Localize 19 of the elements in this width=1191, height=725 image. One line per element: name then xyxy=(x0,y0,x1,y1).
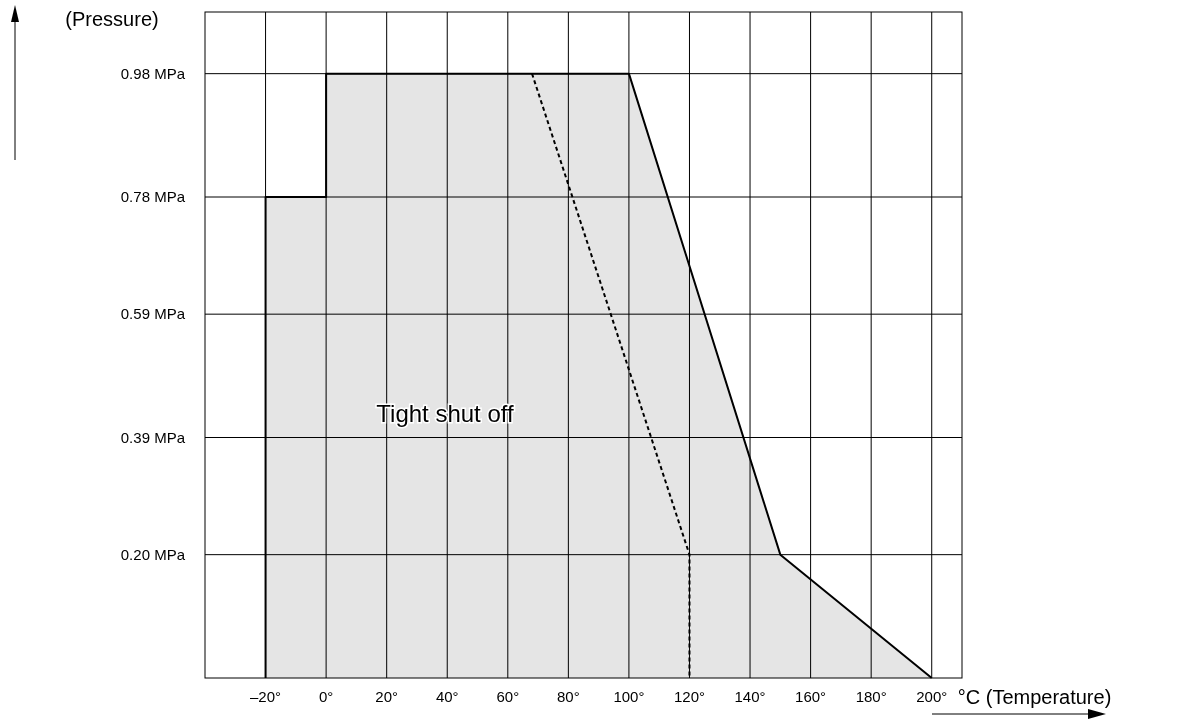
x-tick-label: 160° xyxy=(795,688,827,705)
y-tick-label: 0.20 MPa xyxy=(120,545,186,563)
y-tick-label: 0.39 MPa xyxy=(120,428,186,446)
x-tick-label: 180° xyxy=(855,688,887,705)
x-axis-title: °C (Temperature) xyxy=(957,686,1112,708)
x-tick-label: –20° xyxy=(250,688,282,705)
x-tick-label: 140° xyxy=(734,688,766,705)
y-tick-label: 0.59 MPa xyxy=(120,305,186,323)
x-tick-label: 120° xyxy=(673,688,705,705)
y-tick-label: 0.98 MPa xyxy=(120,64,186,82)
x-tick-label: 200° xyxy=(916,688,948,705)
y-axis-title: (Pressure) xyxy=(65,8,159,30)
y-tick-label: 0.78 MPa xyxy=(120,188,186,205)
x-tick-label: 0° xyxy=(318,688,334,705)
x-tick-label: 60° xyxy=(496,688,520,705)
x-tick-label: 40° xyxy=(435,688,459,705)
x-tick-label: 80° xyxy=(557,688,580,705)
x-tick-label: 20° xyxy=(375,688,399,705)
x-tick-label: 100° xyxy=(613,688,645,705)
